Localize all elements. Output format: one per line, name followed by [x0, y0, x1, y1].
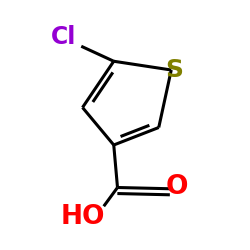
Text: Cl: Cl — [51, 26, 76, 50]
Text: S: S — [165, 58, 183, 82]
Text: HO: HO — [60, 204, 105, 231]
Text: O: O — [166, 174, 188, 201]
